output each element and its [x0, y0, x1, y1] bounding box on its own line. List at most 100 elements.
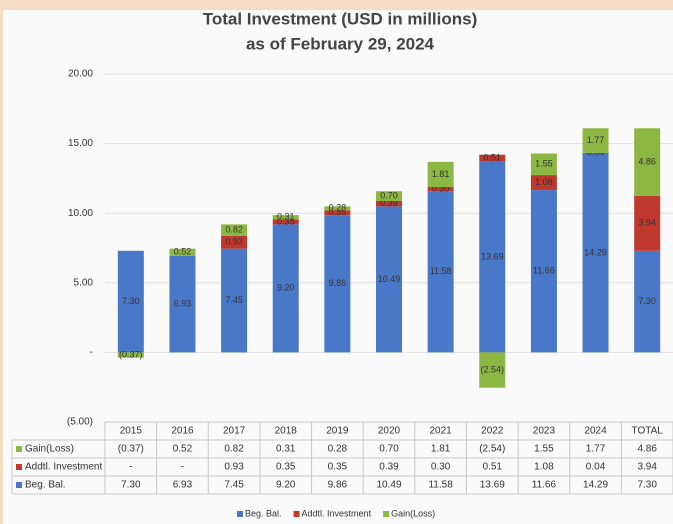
data-label: 0.39	[380, 198, 398, 208]
data-label: (2.54)	[481, 364, 505, 374]
table-cell: 1.81	[431, 444, 451, 455]
data-label: 7.30	[122, 296, 140, 306]
table-cell: 9.20	[276, 480, 296, 491]
x-tick-label: 2021	[430, 426, 453, 437]
data-label: 10.49	[378, 274, 401, 284]
data-label: 1.08	[535, 177, 553, 187]
data-label: 0.70	[380, 190, 398, 200]
table-cell: 1.08	[534, 462, 554, 473]
x-tick-label: 2024	[584, 426, 607, 437]
bar-segment	[634, 250, 661, 353]
data-label: 3.94	[638, 218, 656, 228]
table-cell: 0.28	[328, 444, 348, 455]
table-cell: 0.52	[173, 444, 193, 455]
table-cell: 1.77	[586, 444, 606, 455]
bar-segment	[582, 128, 609, 153]
data-label: 0.82	[225, 224, 243, 234]
data-label: 0.28	[329, 203, 347, 213]
y-tick-label: (5.00)	[67, 417, 93, 428]
chart-title: Total Investment (USD in millions)	[203, 9, 478, 28]
legend-label: Addtl. Investment	[302, 508, 372, 518]
bar-segment	[427, 191, 454, 353]
y-tick-label: 5.00	[74, 277, 94, 288]
data-label: 0.52	[174, 247, 192, 257]
bar-segment	[376, 206, 402, 353]
table-cell: 0.35	[328, 462, 348, 473]
data-label: 7.30	[638, 296, 656, 306]
bar-segment	[117, 352, 144, 358]
bar-segment	[324, 215, 351, 353]
legend-swatch	[383, 511, 390, 517]
table-cell: 0.31	[276, 444, 296, 455]
y-tick-label: -	[90, 347, 93, 358]
chart-subtitle: as of February 29, 2024	[246, 34, 435, 53]
data-label: 4.86	[638, 156, 656, 166]
bar-segment	[221, 224, 248, 236]
bar-segment	[169, 255, 196, 353]
table-cell: 1.55	[534, 444, 554, 455]
table-cell: 11.58	[428, 480, 453, 491]
x-tick-label: 2022	[481, 426, 504, 437]
x-tick-label: 2018	[275, 426, 298, 437]
legend-label: Beg. Bal.	[245, 508, 282, 518]
bar-segment	[272, 215, 299, 220]
bar-segment	[479, 161, 506, 353]
y-tick-label: 10.00	[68, 208, 93, 219]
table-cell: (0.37)	[118, 444, 144, 455]
bar-segment	[324, 206, 351, 211]
bar-segment	[376, 191, 402, 201]
x-tick-label: 2019	[326, 426, 349, 437]
table-cell: 4.86	[637, 444, 657, 455]
table-cell: 7.30	[121, 480, 141, 491]
data-label: 13.69	[481, 251, 504, 261]
bar-segment	[221, 235, 248, 249]
data-label: 9.20	[277, 283, 295, 293]
bar-segment	[169, 248, 196, 256]
table-cell: 0.39	[379, 462, 399, 473]
table-cell: 0.51	[483, 462, 503, 473]
bar-segment	[530, 175, 557, 191]
data-label: (0.37)	[119, 349, 143, 359]
bar-segment	[324, 210, 351, 216]
data-label: 1.77	[587, 135, 605, 145]
bar-segment	[582, 152, 609, 154]
table-row-label: Beg. Bal.	[25, 480, 66, 491]
data-label: 0.35	[277, 216, 295, 226]
table-cell: 0.35	[276, 462, 296, 473]
table-cell: (2.54)	[479, 444, 505, 455]
table-cell: 7.30	[637, 480, 657, 491]
y-tick-label: 20.00	[68, 69, 93, 80]
x-tick-label: 2015	[120, 426, 143, 437]
bar-segment	[634, 128, 661, 196]
legend-swatch	[16, 482, 22, 488]
x-tick-label: 2023	[533, 426, 556, 437]
bar-segment	[221, 248, 248, 353]
bar-segment	[530, 153, 557, 176]
x-tick-label: TOTAL	[632, 426, 664, 437]
table-cell: 0.82	[224, 444, 244, 455]
bar-segment	[582, 153, 609, 353]
data-label: 0.31	[277, 212, 295, 222]
x-tick-label: 2016	[171, 426, 194, 437]
legend-swatch	[16, 446, 22, 452]
table-cell: 0.04	[586, 462, 606, 473]
data-label: 1.81	[432, 169, 450, 179]
bar-segment	[530, 190, 557, 353]
y-tick-label: 15.00	[68, 138, 93, 149]
bar-segment	[376, 200, 402, 207]
table-cell: 0.93	[224, 462, 244, 473]
table-cell: 0.30	[431, 462, 451, 473]
legend-label: Gain(Loss)	[391, 508, 435, 518]
data-label: 0.30	[432, 183, 450, 193]
data-label: 9.86	[329, 278, 347, 288]
table-cell: 10.49	[376, 480, 401, 491]
data-label: 6.93	[174, 299, 192, 309]
x-tick-label: 2020	[378, 426, 401, 437]
table-cell: 3.94	[637, 462, 657, 473]
bar-segment	[634, 195, 661, 251]
table-cell: 14.29	[583, 480, 608, 491]
bar-segment	[117, 250, 144, 353]
data-label: 0.51	[484, 153, 502, 163]
table-cell: 11.66	[532, 480, 557, 491]
